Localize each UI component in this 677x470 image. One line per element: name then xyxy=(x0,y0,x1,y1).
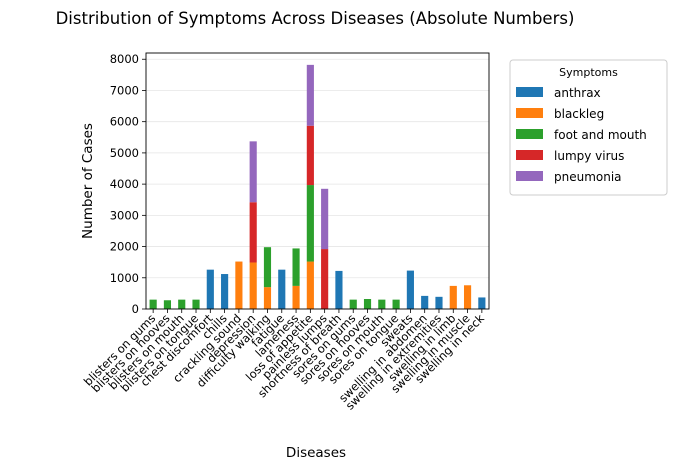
legend-items: anthrax blackleg foot and mouth lumpy virus… xyxy=(516,86,647,184)
y-tick-label: 4000 xyxy=(110,177,139,191)
bar-segment xyxy=(449,285,457,309)
y-tick-label: 5000 xyxy=(110,146,139,160)
bar-segment xyxy=(235,261,243,309)
legend-label: foot and mouth xyxy=(554,128,647,142)
legend-swatch xyxy=(516,108,543,118)
bar-segment xyxy=(149,299,157,309)
y-tick-label: 8000 xyxy=(110,52,139,66)
bar-segment xyxy=(292,285,300,309)
legend-label: anthrax xyxy=(554,86,601,100)
bar-segment xyxy=(435,296,443,309)
bar-segment xyxy=(263,247,272,288)
legend-swatch xyxy=(516,171,543,181)
bar-segment xyxy=(349,299,357,309)
chart-title: Distribution of Symptoms Across Diseases… xyxy=(56,9,575,28)
y-tick-label: 0 xyxy=(132,302,139,316)
y-tick-label: 6000 xyxy=(110,115,139,129)
y-tick-label: 2000 xyxy=(110,240,139,254)
legend-label: blackleg xyxy=(554,107,604,121)
legend: Symptoms anthrax blackleg foot and mouth lu… xyxy=(509,59,668,196)
bar-segment xyxy=(306,261,314,309)
grid-lines xyxy=(146,58,489,310)
x-axis-label: Diseases xyxy=(286,445,346,461)
bar-segment xyxy=(378,299,386,309)
bar-segment xyxy=(363,299,372,309)
bar-segment xyxy=(192,299,200,309)
plot-frame xyxy=(145,52,490,310)
bar-segment xyxy=(321,188,329,250)
bar-segment xyxy=(463,285,472,309)
bars-group xyxy=(149,64,486,309)
bar-segment xyxy=(306,64,314,126)
y-tick-label: 1000 xyxy=(110,271,139,285)
y-axis-label: Number of Cases xyxy=(80,123,96,239)
bar-segment xyxy=(306,185,314,262)
bar-segment xyxy=(335,270,343,309)
legend-swatch xyxy=(516,87,543,97)
bar-segment xyxy=(249,262,257,309)
bar-segment xyxy=(321,249,329,309)
legend-label: pneumonia xyxy=(554,170,622,184)
legend-title: Symptoms xyxy=(559,66,618,79)
y-tick-label: 7000 xyxy=(110,83,139,97)
bar-segment xyxy=(406,270,414,309)
bar-segment xyxy=(263,287,272,309)
legend-swatch xyxy=(516,150,543,160)
bar-segment xyxy=(249,202,257,263)
bar-segment xyxy=(278,269,286,309)
bar-segment xyxy=(292,248,300,286)
y-axis: 0 1000 2000 3000 4000 5000 6000 7000 8000 xyxy=(110,52,146,316)
bar-segment xyxy=(249,141,257,203)
bar-segment xyxy=(163,300,172,309)
bar-segment xyxy=(421,295,429,309)
legend-label: lumpy virus xyxy=(554,149,624,163)
bar-segment xyxy=(178,299,186,309)
bar-segment xyxy=(306,125,314,186)
bar-segment xyxy=(206,269,214,309)
bar-segment xyxy=(221,274,229,309)
bar-segment xyxy=(392,299,400,309)
legend-box xyxy=(509,59,668,196)
legend-swatch xyxy=(516,129,543,139)
bar-segment xyxy=(478,297,486,309)
y-tick-label: 3000 xyxy=(110,208,139,222)
